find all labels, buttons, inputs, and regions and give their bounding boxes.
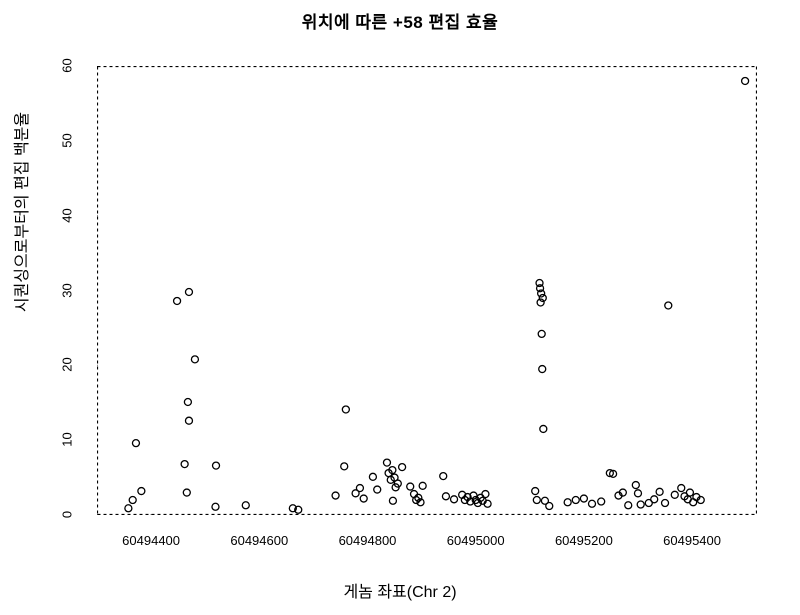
x-tick-label-60494400: 60494400 xyxy=(122,533,181,548)
scatter-point xyxy=(355,483,365,493)
plot-border xyxy=(97,66,757,515)
scatter-plot-svg xyxy=(97,66,757,515)
scatter-point xyxy=(340,462,349,471)
scatter-point xyxy=(655,487,664,496)
y-tick-label-30: 30 xyxy=(59,282,75,298)
scatter-point xyxy=(597,497,606,506)
scatter-point xyxy=(331,491,340,500)
scatter-point xyxy=(650,495,659,504)
scatter-point xyxy=(545,501,554,511)
scatter-point xyxy=(182,488,191,497)
scatter-point xyxy=(633,489,643,498)
scatter-point xyxy=(571,495,580,505)
scatter-point xyxy=(137,486,146,496)
scatter-point xyxy=(288,504,297,513)
scatter-point xyxy=(439,471,448,481)
scatter-point xyxy=(441,492,451,501)
scatter-point xyxy=(631,480,640,490)
scatter-point xyxy=(393,479,402,488)
scatter-point xyxy=(128,495,137,505)
y-tick-label-20: 20 xyxy=(59,357,75,373)
scatter-point xyxy=(180,459,189,469)
x-tick-label-60494800: 60494800 xyxy=(338,533,397,548)
scatter-point xyxy=(373,485,382,494)
scatter-point xyxy=(538,364,547,374)
y-tick-label-10: 10 xyxy=(59,432,75,447)
scatter-point xyxy=(397,462,407,472)
scatter-point xyxy=(183,397,193,407)
plot-area xyxy=(97,66,757,515)
scatter-point xyxy=(605,468,614,478)
scatter-point xyxy=(696,495,705,505)
scatter-point xyxy=(368,472,378,481)
scatter-point xyxy=(388,465,397,475)
scatter-point xyxy=(660,498,670,508)
scatter-point xyxy=(469,491,478,500)
scatter-point xyxy=(449,495,459,504)
scatter-point xyxy=(664,301,673,310)
x-tick-label-60495000: 60495000 xyxy=(446,533,505,548)
scatter-point xyxy=(241,501,250,510)
scatter-point xyxy=(388,496,398,505)
scatter-point xyxy=(124,504,133,513)
scatter-point xyxy=(131,439,141,448)
scatter-point xyxy=(382,458,392,467)
scatter-point xyxy=(211,502,220,511)
scatter-point xyxy=(531,486,540,496)
scatter-point xyxy=(608,469,618,478)
scatter-point xyxy=(535,284,545,293)
scatter-point xyxy=(294,505,303,514)
y-tick-label-0: 0 xyxy=(59,510,75,519)
y-tick-label-50: 50 xyxy=(59,133,75,148)
x-tick-label-60495200: 60495200 xyxy=(554,533,613,548)
scatter-point xyxy=(532,495,541,505)
scatter-point xyxy=(418,481,427,490)
y-axis-title: 시퀀싱으로부터의 편집 백분율 xyxy=(14,111,31,313)
scatter-point xyxy=(536,298,545,307)
scatter-point xyxy=(539,424,548,434)
scatter-point xyxy=(624,501,633,510)
scatter-point xyxy=(184,416,194,425)
scatter-point xyxy=(412,495,421,505)
scatter-point xyxy=(416,498,425,507)
scatter-point xyxy=(677,483,686,493)
scatter-point xyxy=(359,494,368,503)
scatter-point xyxy=(414,493,423,502)
scatter-point xyxy=(670,490,679,499)
scatter-point xyxy=(540,496,550,505)
scatter-point xyxy=(341,405,351,414)
scatter-point xyxy=(190,355,200,364)
scatter-point xyxy=(536,289,546,298)
scatter-point xyxy=(483,499,492,508)
x-axis-title: 게놈 좌표(Chr 2) xyxy=(343,584,457,601)
scatter-point xyxy=(172,296,182,306)
scatter-point xyxy=(644,498,653,508)
scatter-point xyxy=(537,329,546,339)
scatter-point xyxy=(184,287,194,297)
scatter-point xyxy=(587,499,597,508)
x-tick-label-60495400: 60495400 xyxy=(663,533,721,548)
chart-title: 위치에 따른 +58 편집 효율 xyxy=(301,13,499,32)
scatter-point xyxy=(481,489,490,499)
y-tick-label-40: 40 xyxy=(59,207,75,223)
scatter-point xyxy=(463,492,472,502)
scatter-point xyxy=(406,482,415,491)
scatter-point xyxy=(211,461,221,470)
x-tick-label-60494600: 60494600 xyxy=(230,533,289,548)
scatter-point xyxy=(636,500,645,509)
scatter-point xyxy=(535,278,544,288)
scatter-point xyxy=(563,498,572,507)
scatter-point xyxy=(685,488,695,497)
scatter-point xyxy=(538,293,547,303)
scatter-point xyxy=(351,489,360,498)
scatter-point xyxy=(740,76,750,86)
scatter-point xyxy=(618,488,627,497)
scatter-points-group xyxy=(124,76,750,514)
scatter-point xyxy=(579,494,589,503)
y-tick-label-60: 60 xyxy=(59,58,75,73)
